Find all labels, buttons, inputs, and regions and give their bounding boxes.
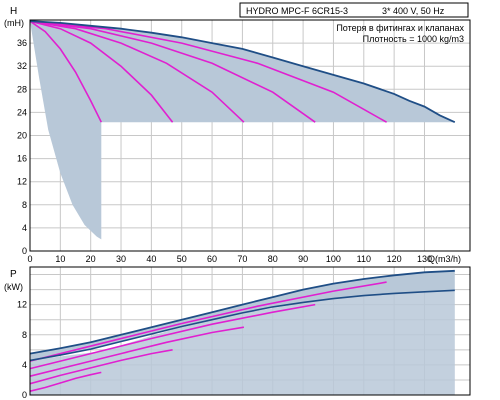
power-y-axis-label: P — [10, 269, 17, 280]
power-curve-5-pumps — [29, 281, 387, 362]
head-x-tick-label: 120 — [387, 254, 402, 264]
power-y-tick-label: 4 — [22, 360, 27, 370]
head-y-tick-label: 24 — [17, 107, 27, 117]
head-x-tick-label: 90 — [298, 254, 308, 264]
head-y-tick-label: 36 — [17, 38, 27, 48]
title-box: HYDRO MPC-F 6CR15-3 3* 400 V, 50 Hz — [239, 2, 469, 18]
head-x-tick-label: 80 — [268, 254, 278, 264]
head-envelope-curve — [29, 20, 456, 124]
head-x-tick-label: 10 — [55, 254, 65, 264]
head-y-axis-label: H — [10, 6, 17, 17]
head-curve-5-pumps — [29, 20, 387, 123]
head-x-tick-label: 50 — [177, 254, 187, 264]
head-plot-frame — [29, 19, 471, 252]
head-y-tick-label: 16 — [17, 154, 27, 164]
head-y-tick-label: 28 — [17, 84, 27, 94]
head-curve-1-pumps — [29, 20, 103, 123]
power-operating-band — [30, 270, 455, 361]
losses-note: Потеря в фитингах и клапанах — [336, 23, 464, 33]
power-curve-4-pumps — [29, 303, 316, 370]
head-chart: 0 10 20 30 40 50 60 70 80 90 100 110 120 130 0 4 8 12 16 2… — [4, 2, 471, 264]
power-curve-2-pumps — [29, 349, 173, 385]
power-curves — [29, 269, 455, 395]
head-curve-3-pumps — [29, 20, 245, 123]
head-y-tick-labels: 0 4 8 12 16 20 24 28 32 36 — [17, 38, 27, 256]
power-envelope-lower-curve — [29, 289, 455, 362]
power-y-axis-unit: (kW) — [4, 282, 23, 292]
power-y-tick-label: 12 — [17, 300, 27, 310]
power-y-tick-label: 0 — [22, 390, 27, 400]
head-x-axis-label: Q(m3/h) — [428, 254, 461, 264]
head-y-tick-label: 0 — [22, 246, 27, 256]
pump-model-label: HYDRO MPC-F 6CR15-3 — [246, 6, 348, 16]
power-plot-frame — [29, 266, 471, 396]
head-y-tick-label: 8 — [22, 200, 27, 210]
density-note: Плотность = 1000 kg/m3 — [363, 34, 464, 44]
head-y-tick-label: 32 — [17, 61, 27, 71]
head-y-axis-unit: (mH) — [4, 18, 24, 28]
head-x-tick-label: 100 — [326, 254, 341, 264]
supply-label: 3* 400 V, 50 Hz — [382, 6, 445, 16]
head-x-tick-label: 130 — [417, 254, 432, 264]
power-envelope-upper-curve — [29, 269, 455, 355]
head-y-tick-label: 4 — [22, 223, 27, 233]
head-x-tick-label: 110 — [357, 254, 371, 264]
head-x-tick-label: 30 — [116, 254, 126, 264]
head-x-tick-labels: 0 10 20 30 40 50 60 70 80 90 100 110 120 130 — [27, 254, 432, 264]
title-box-frame — [239, 2, 469, 18]
power-curve-3-pumps — [29, 326, 245, 377]
head-y-tick-label: 20 — [17, 131, 27, 141]
head-operating-area — [30, 21, 455, 240]
head-x-tick-label: 70 — [237, 254, 247, 264]
power-y-tick-labels: 0 4 8 12 — [17, 300, 27, 400]
head-curve-2-pumps — [29, 20, 174, 123]
head-curves — [29, 20, 456, 240]
head-x-tick-label: 60 — [207, 254, 217, 264]
power-y-tick-label: 8 — [22, 330, 27, 340]
head-x-tick-label: 40 — [146, 254, 156, 264]
power-fan-area — [30, 290, 455, 395]
power-curve-1-pumps — [29, 371, 102, 392]
head-y-tick-label: 12 — [17, 177, 27, 187]
head-x-tick-label: 20 — [86, 254, 96, 264]
power-chart: 0 4 8 12 P (kW) — [4, 266, 471, 400]
head-curve-4-pumps — [29, 20, 316, 123]
head-x-tick-label: 0 — [27, 254, 32, 264]
